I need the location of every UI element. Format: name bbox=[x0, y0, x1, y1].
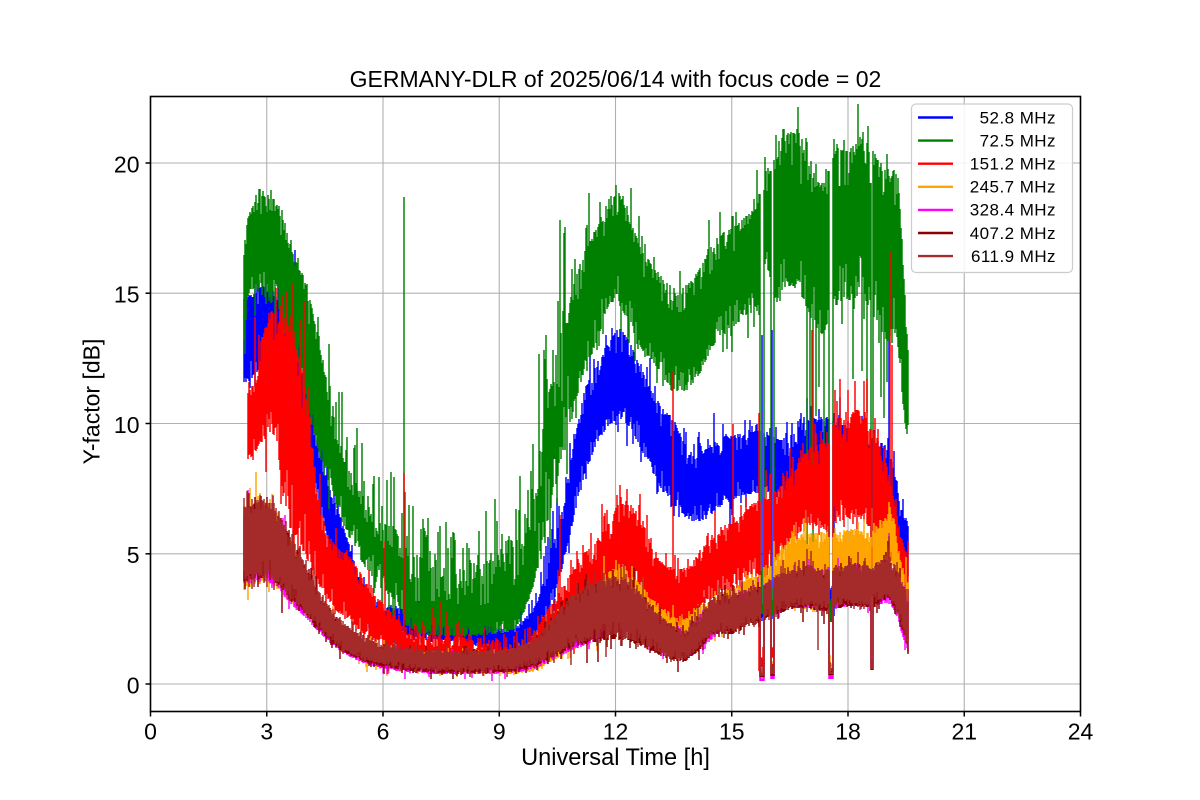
svg-text:15: 15 bbox=[114, 282, 140, 308]
svg-text:GERMANY-DLR of 2025/06/14 with: GERMANY-DLR of 2025/06/14 with focus cod… bbox=[350, 66, 882, 92]
svg-text:3: 3 bbox=[260, 719, 273, 745]
svg-text:15: 15 bbox=[719, 719, 745, 745]
svg-text:21: 21 bbox=[951, 719, 977, 745]
svg-text:6: 6 bbox=[377, 719, 390, 745]
svg-text:328.4 MHz: 328.4 MHz bbox=[970, 201, 1056, 220]
svg-text:5: 5 bbox=[127, 542, 140, 568]
svg-text:Universal Time [h]: Universal Time [h] bbox=[521, 745, 710, 771]
svg-text:151.2 MHz: 151.2 MHz bbox=[970, 155, 1056, 174]
svg-text:12: 12 bbox=[603, 719, 629, 745]
svg-text:52.8 MHz: 52.8 MHz bbox=[980, 108, 1056, 127]
svg-text:24: 24 bbox=[1068, 719, 1094, 745]
svg-text:0: 0 bbox=[127, 672, 140, 698]
svg-text:20: 20 bbox=[114, 151, 140, 177]
svg-text:611.9 MHz: 611.9 MHz bbox=[971, 247, 1056, 266]
svg-text:72.5 MHz: 72.5 MHz bbox=[980, 131, 1056, 150]
svg-text:Y-factor [dB]: Y-factor [dB] bbox=[79, 339, 105, 465]
svg-text:10: 10 bbox=[114, 412, 140, 438]
svg-text:407.2 MHz: 407.2 MHz bbox=[970, 224, 1056, 243]
svg-text:245.7 MHz: 245.7 MHz bbox=[970, 178, 1056, 197]
svg-text:9: 9 bbox=[493, 719, 506, 745]
svg-text:18: 18 bbox=[835, 719, 861, 745]
svg-text:0: 0 bbox=[144, 719, 157, 745]
